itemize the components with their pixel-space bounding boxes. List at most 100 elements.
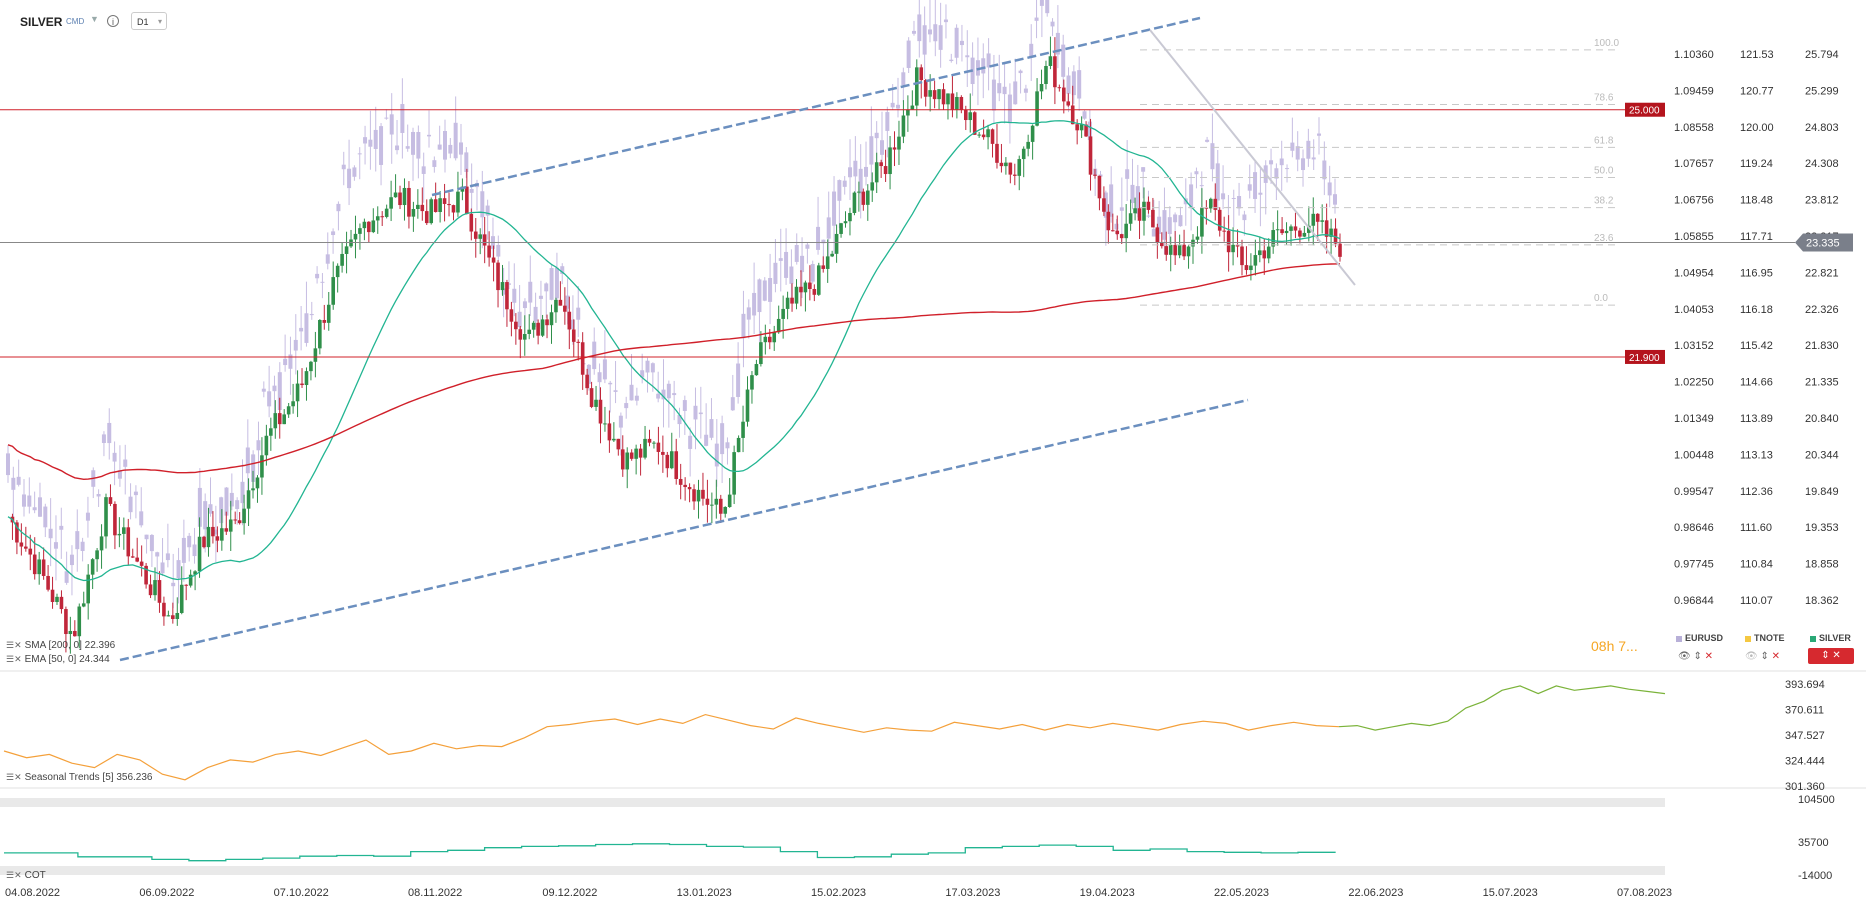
candle	[607, 423, 612, 441]
candle	[384, 208, 389, 217]
candle	[714, 498, 719, 505]
eye-icon[interactable]: 👁	[1745, 651, 1758, 662]
x-tick: 08.11.2022	[408, 887, 462, 899]
compare-silver[interactable]: SILVER	[1810, 633, 1851, 643]
ghost-candle	[315, 273, 320, 279]
candle	[1275, 229, 1280, 231]
candle	[571, 329, 576, 342]
candle	[41, 559, 46, 576]
candle	[540, 319, 545, 336]
ghost-candle	[752, 292, 757, 316]
ghost-candle	[608, 382, 613, 385]
symbol-name[interactable]: SILVER	[20, 15, 63, 29]
candle	[28, 548, 33, 555]
candle	[233, 519, 237, 521]
candle	[411, 208, 416, 217]
compare-eurusd[interactable]: EURUSD	[1676, 633, 1723, 643]
candle	[55, 596, 59, 602]
candle	[451, 205, 456, 213]
settings-icon[interactable]: ☰✕	[6, 654, 22, 664]
sma-legend[interactable]: ☰✕ SMA [200, 0] 22.396	[6, 640, 116, 651]
candle	[683, 484, 687, 488]
close-icon[interactable]: ✕	[1771, 651, 1781, 662]
y-tick-tnote: 117.71	[1740, 231, 1773, 243]
eye-icon[interactable]: 👁	[1678, 651, 1691, 662]
ghost-candle	[112, 452, 117, 462]
y-tick-tnote: 120.77	[1740, 85, 1774, 97]
reorder-icon[interactable]: ⇕	[1760, 651, 1769, 662]
settings-icon[interactable]: ☰✕	[6, 640, 22, 650]
cot-y-tick: -14000	[1798, 870, 1832, 882]
chart-toolbar: SILVER CMD ▼ i D1 ▾	[0, 0, 1866, 40]
symbol-dropdown-icon[interactable]: ▼	[90, 14, 99, 24]
candle	[821, 265, 826, 269]
cot-y-tick: 104500	[1798, 794, 1835, 806]
candle	[113, 503, 117, 536]
candle	[1026, 141, 1030, 149]
seasonal-y-tick: 301.360	[1785, 781, 1825, 793]
candle	[64, 609, 68, 635]
candle	[1160, 243, 1164, 247]
ghost-candle	[885, 112, 890, 131]
candle	[447, 203, 451, 206]
candle	[906, 109, 910, 116]
close-icon[interactable]: ✕	[1832, 650, 1841, 661]
candle	[1133, 208, 1137, 214]
candle	[946, 93, 950, 105]
settings-icon[interactable]: ☰✕	[6, 870, 22, 880]
candle	[255, 477, 260, 489]
ghost-candle	[347, 168, 352, 189]
timeframe-select[interactable]: D1 ▾	[131, 12, 167, 30]
candle	[576, 341, 581, 343]
ghost-candle	[842, 180, 847, 187]
y-tick-tnote: 113.89	[1740, 413, 1773, 425]
candle	[456, 191, 460, 213]
ghost-candle	[949, 59, 954, 62]
cot-legend[interactable]: ☰✕ COT	[6, 870, 46, 881]
y-tick-eurusd: 1.04954	[1674, 267, 1714, 279]
ghost-candle	[762, 280, 767, 301]
compare-tnote[interactable]: TNOTE	[1745, 633, 1785, 643]
candle	[1008, 162, 1013, 175]
ghost-candle	[1103, 192, 1108, 218]
ghost-candle	[293, 339, 298, 351]
ghost-candle	[922, 25, 927, 55]
reorder-icon[interactable]: ⇕	[1821, 650, 1830, 661]
candle	[955, 96, 959, 110]
candle	[923, 80, 928, 97]
close-icon[interactable]: ✕	[1704, 651, 1714, 662]
ema-legend[interactable]: ☰✕ EMA [50, 0] 24.344	[6, 654, 110, 665]
ghost-candle	[911, 30, 916, 34]
ghost-candle	[805, 244, 810, 249]
candle	[1200, 207, 1204, 237]
ghost-candle	[203, 501, 208, 530]
ghost-candle	[458, 142, 463, 155]
candle	[1280, 229, 1284, 234]
ghost-candle	[1066, 75, 1071, 94]
seasonal-legend[interactable]: ☰✕ Seasonal Trends [5] 356.236	[6, 772, 153, 783]
candle	[1284, 230, 1289, 234]
eurusd-controls[interactable]: 👁 ⇕ ✕	[1678, 651, 1713, 662]
level-label: 21.900	[1629, 353, 1660, 364]
candle	[90, 559, 95, 575]
candle	[861, 191, 866, 205]
ghost-candle	[1253, 172, 1258, 199]
silver-controls[interactable]: ⇕ ✕	[1808, 648, 1854, 664]
candle	[1173, 244, 1177, 256]
settings-icon[interactable]: ☰✕	[6, 772, 22, 782]
candle-timer: 08h 7...	[1591, 638, 1638, 654]
candle	[500, 282, 505, 291]
candle	[669, 451, 674, 469]
candle	[15, 522, 19, 543]
reorder-icon[interactable]: ⇕	[1693, 651, 1702, 662]
info-icon[interactable]: i	[107, 15, 119, 27]
tnote-controls[interactable]: 👁 ⇕ ✕	[1745, 651, 1780, 662]
candle	[108, 497, 113, 504]
candle	[318, 320, 322, 349]
candle	[166, 615, 171, 617]
ghost-candle	[267, 391, 272, 407]
ghost-candle	[991, 79, 996, 111]
candle	[367, 221, 371, 233]
fib-level-label: 38.2	[1594, 196, 1614, 207]
